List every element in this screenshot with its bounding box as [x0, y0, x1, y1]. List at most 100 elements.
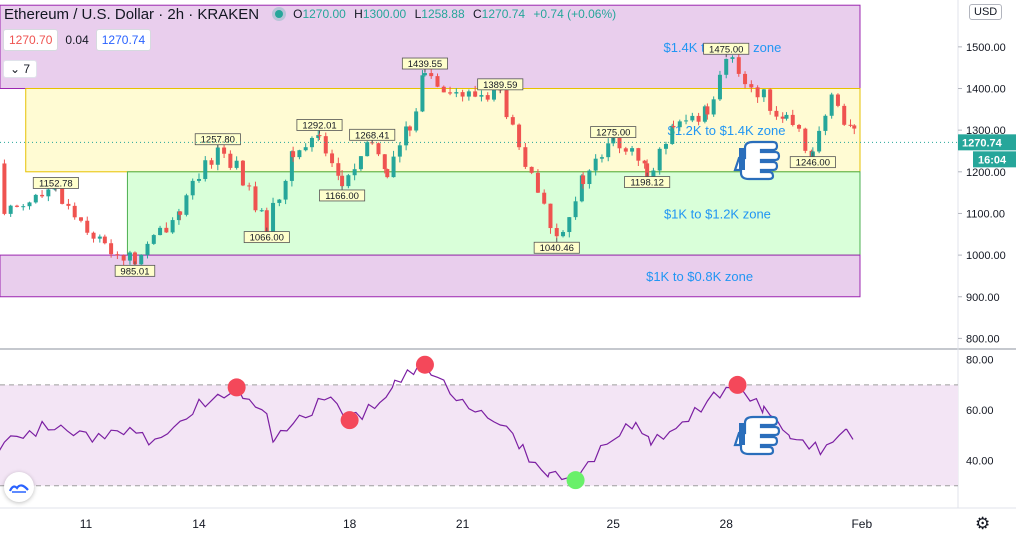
zone-label-2: $1K to $1.2K zone [664, 206, 771, 221]
candle-body [122, 255, 126, 260]
rsi-tick-label-2: 80.00 [966, 355, 994, 367]
buy-price-button[interactable]: 1270.74 [96, 29, 151, 51]
time-tick-label-3: 21 [456, 517, 470, 531]
pointing-hand-icon-cuff [739, 148, 745, 170]
candle-body [284, 181, 288, 200]
tradingview-logo-icon[interactable] [4, 472, 34, 502]
extreme-label-13: 1198.12 [630, 178, 664, 189]
candle-body [697, 116, 701, 122]
candle-body [743, 74, 747, 84]
extreme-label-5: 1066.00 [250, 233, 284, 244]
candle-body [228, 154, 232, 168]
currency-button[interactable]: USD [969, 4, 1002, 20]
close-label: C [473, 7, 482, 21]
candle-body [197, 179, 201, 181]
candle-body [658, 149, 662, 171]
candle-body [836, 95, 840, 106]
candle-body [852, 125, 856, 128]
last-price-label: 1270.74 [962, 137, 1003, 149]
candle-body [467, 91, 471, 96]
candle-body [581, 175, 585, 184]
candle-body [324, 136, 328, 153]
price-tick-label-3: 1100.00 [966, 208, 1005, 220]
candle-body [442, 87, 446, 93]
candle-body [216, 148, 220, 165]
candle-body [830, 95, 834, 116]
candle-body [555, 228, 559, 236]
candle-body [21, 206, 25, 207]
candle-body [784, 115, 788, 119]
overbought-marker-2 [341, 411, 359, 429]
candle-body [408, 126, 412, 130]
candle-body [561, 232, 565, 236]
candle-body [774, 111, 778, 117]
candle-body [40, 195, 44, 196]
candle-body [152, 235, 156, 244]
candle-body [817, 131, 821, 152]
candle-body [398, 145, 402, 156]
candle-body [530, 167, 534, 173]
candle-body [139, 255, 143, 264]
high-label: H [354, 7, 363, 21]
overbought-marker-3 [416, 356, 434, 374]
candle-body [241, 161, 245, 186]
candle-body [712, 99, 716, 114]
candle-body [435, 76, 439, 87]
candle-body [517, 125, 521, 148]
sell-price-button[interactable]: 1270.70 [3, 29, 58, 51]
candle-body [210, 160, 214, 165]
spread-value: 0.04 [65, 33, 88, 47]
candle-body [271, 203, 275, 234]
candle-body [171, 220, 175, 232]
candle-body [247, 185, 251, 186]
candle-body [115, 254, 119, 255]
candle-body [330, 153, 334, 163]
candle-body [317, 135, 321, 136]
price-tick-label-7: 1500.00 [966, 42, 1006, 54]
candle-body [486, 95, 490, 100]
zone-label-3: $1K to $0.8K zone [646, 269, 753, 284]
indicators-toggle[interactable]: ⌄ 7 [3, 60, 37, 78]
candle-body [429, 73, 433, 76]
candle-body [346, 175, 350, 186]
candle-body [184, 195, 188, 215]
candle-body [594, 159, 598, 171]
candle-body [310, 138, 314, 147]
countdown-label: 16:04 [978, 154, 1007, 166]
bid-ask-row: 1270.70 0.04 1270.74 [3, 29, 151, 51]
extreme-label-14: 1475.00 [709, 44, 743, 55]
candle-body [643, 161, 647, 164]
ohlc-values: O1270.00 H1300.00 L1258.88 C1270.74 +0.7… [293, 7, 621, 21]
candle-body [492, 89, 496, 99]
candle-body [684, 120, 688, 121]
candle-body [385, 169, 389, 177]
symbol-title[interactable]: Ethereum / U.S. Dollar · 2h · KRAKEN [4, 6, 259, 23]
candle-body [191, 181, 195, 195]
candle-body [178, 211, 182, 214]
candle-body [392, 157, 396, 178]
candle-body [587, 171, 591, 184]
extreme-label-3: 985.01 [120, 266, 149, 277]
candle-body [128, 252, 132, 260]
candle-body [781, 117, 785, 119]
candle-body [823, 116, 827, 131]
extreme-label-9: 1439.55 [408, 59, 442, 70]
price-tick-label-2: 1000.00 [966, 250, 1006, 262]
gear-icon[interactable]: ⚙ [975, 514, 990, 534]
rsi-tick-label-1: 60.00 [966, 405, 994, 417]
candle-body [542, 193, 546, 204]
candle-body [705, 106, 709, 114]
candle-body [66, 204, 70, 206]
candle-body [146, 244, 150, 255]
overbought-marker-4 [729, 376, 747, 394]
candle-body [235, 161, 239, 168]
candle-body [536, 173, 540, 193]
candle-body [304, 147, 308, 150]
candle-body [2, 163, 6, 213]
candle-body [383, 154, 387, 169]
candle-body [291, 151, 295, 157]
extreme-label-4: 1257.80 [201, 135, 235, 146]
candle-body [606, 143, 610, 157]
candle-body [678, 121, 682, 127]
